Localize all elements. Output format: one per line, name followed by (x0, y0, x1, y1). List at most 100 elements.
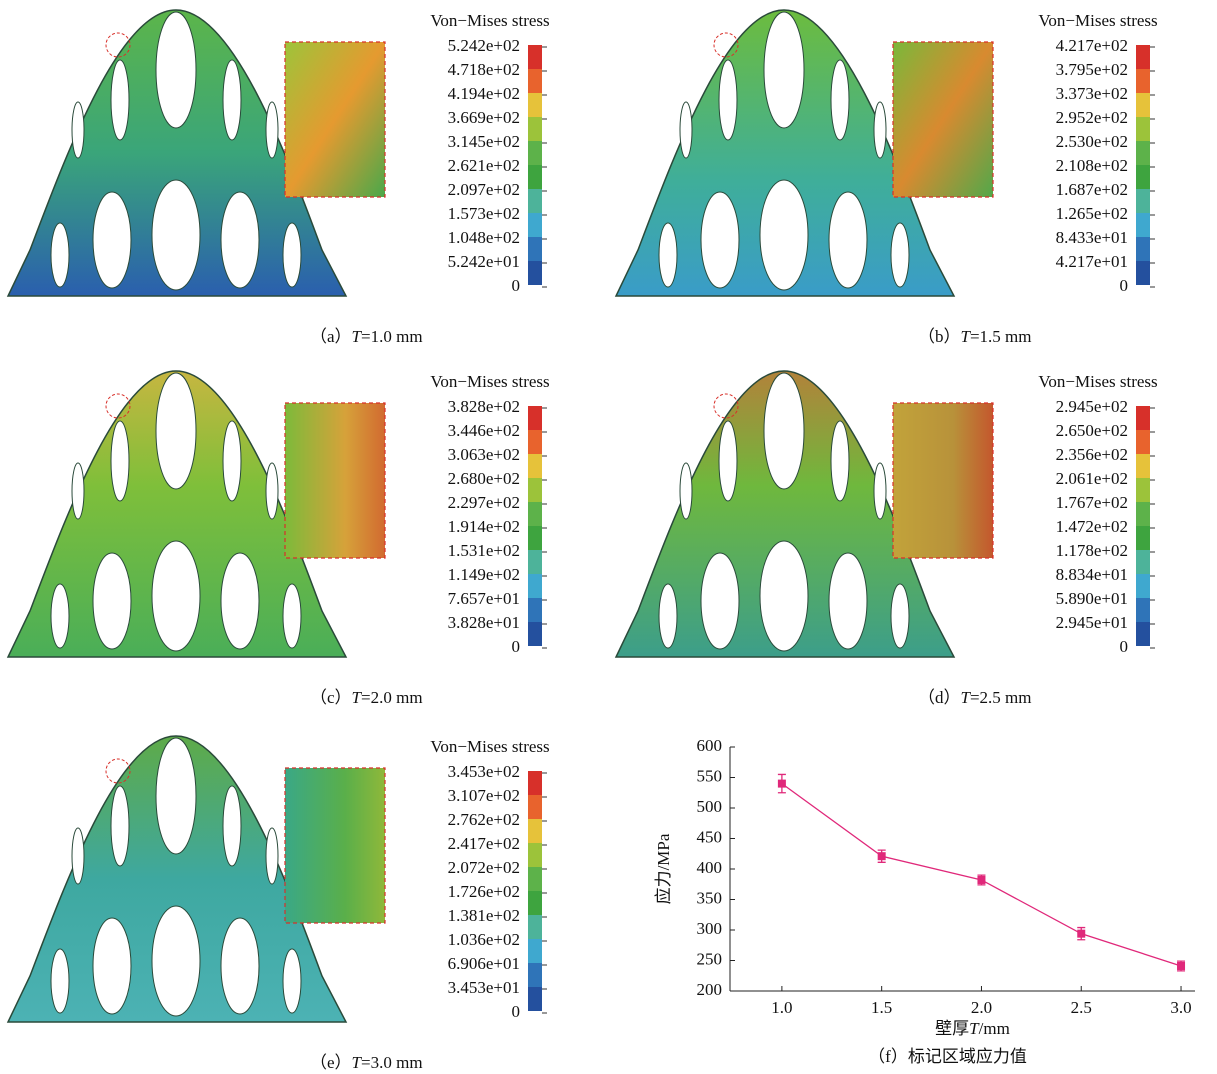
chart-caption: （f）标记区域应力值 (868, 1047, 1027, 1066)
legend-tick-label: 1.265e+02 (1056, 204, 1128, 223)
zoom-inset (893, 403, 993, 558)
legend-tick-label: 7.657e+01 (448, 589, 520, 608)
fea-model (8, 736, 385, 1022)
colorbar-segment (1136, 93, 1150, 117)
y-tick-label: 600 (697, 736, 723, 755)
legend-tick-label: 3.669e+02 (448, 108, 520, 127)
colorbar-segment (1136, 478, 1150, 502)
colorbar-segment (528, 915, 542, 939)
legend-tick-label: 2.530e+02 (1056, 132, 1128, 151)
model-hole (156, 373, 196, 489)
legend-tick-label: 5.242e+01 (448, 252, 520, 271)
y-tick-label: 500 (697, 797, 723, 816)
zoom-inset (285, 42, 385, 197)
colorbar-segment (528, 987, 542, 1011)
x-tick-label: 1.5 (871, 998, 892, 1017)
colorbar-segment (1136, 117, 1150, 141)
panel: Von−Mises stress5.242e+024.718e+024.194e… (8, 10, 550, 346)
legend-tick-label: 3.828e+02 (448, 397, 520, 416)
legend-tick-label: 2.945e+01 (1056, 613, 1128, 632)
y-tick-label: 550 (697, 766, 723, 785)
y-tick-label: 250 (697, 949, 723, 968)
colorbar-segment (528, 213, 542, 237)
legend-tick-label: 1.531e+02 (448, 541, 520, 560)
model-hole (701, 192, 739, 288)
caption-part: （d） (918, 688, 961, 707)
model-hole (221, 192, 259, 288)
legend-tick-label: 1.381e+02 (448, 906, 520, 925)
model-hole (221, 553, 259, 649)
model-hole (72, 102, 84, 158)
y-tick-label: 350 (697, 888, 723, 907)
legend-tick-label: 8.834e+01 (1056, 565, 1128, 584)
legend-tick-label: 1.149e+02 (448, 565, 520, 584)
colorbar-segment (528, 526, 542, 550)
model-hole (680, 102, 692, 158)
legend-tick-label: 0 (1120, 276, 1129, 295)
colorbar-segment (528, 261, 542, 285)
colorbar-segment (1136, 141, 1150, 165)
model-hole (659, 223, 677, 287)
caption-part: （b） (918, 327, 961, 346)
colorbar-segment (528, 771, 542, 795)
legend-tick-label: 3.107e+02 (448, 786, 520, 805)
colorbar-segment (1136, 598, 1150, 622)
colorbar-segment (1136, 45, 1150, 69)
model-hole (266, 102, 278, 158)
caption-part: =1.0 mm (361, 327, 423, 346)
colorbar-segment (528, 598, 542, 622)
model-hole (111, 786, 129, 866)
legend-tick-label: 5.242e+02 (448, 36, 520, 55)
model-hole (93, 553, 131, 649)
legend-tick-label: 1.687e+02 (1056, 180, 1128, 199)
legend-tick-label: 4.718e+02 (448, 60, 520, 79)
zoom-inset (893, 42, 993, 197)
caption-part: =2.0 mm (361, 688, 423, 707)
colorbar-segment (1136, 406, 1150, 430)
y-tick-label: 450 (697, 827, 723, 846)
colorbar-segment (528, 93, 542, 117)
panel-caption: （a）T=1.0 mm (310, 327, 423, 346)
data-point (878, 852, 886, 860)
y-axis-label: 应力/MPa (654, 833, 673, 904)
colorbar-segment (1136, 261, 1150, 285)
colorbar-segment (528, 819, 542, 843)
data-point (778, 780, 786, 788)
colorbar-segment (1136, 165, 1150, 189)
legend-tick-label: 2.356e+02 (1056, 445, 1128, 464)
colorbar-segment (1136, 69, 1150, 93)
model-hole (266, 828, 278, 884)
colorbar-segment (528, 117, 542, 141)
legend-tick-label: 2.417e+02 (448, 834, 520, 853)
data-point (1077, 930, 1085, 938)
legend-tick-label: 3.063e+02 (448, 445, 520, 464)
model-hole (680, 463, 692, 519)
colorbar-segment (1136, 237, 1150, 261)
legend-tick-label: 2.097e+02 (448, 180, 520, 199)
model-hole (93, 918, 131, 1014)
colorbar-segment (528, 622, 542, 646)
legend-tick-label: 1.726e+02 (448, 882, 520, 901)
colorbar-segment (528, 430, 542, 454)
panel: Von−Mises stress3.828e+023.446e+023.063e… (8, 371, 550, 707)
legend-tick-label: 3.446e+02 (448, 421, 520, 440)
panel-caption: （c）T=2.0 mm (310, 688, 423, 707)
colorbar-segment (528, 237, 542, 261)
legend-tick-label: 1.472e+02 (1056, 517, 1128, 536)
legend-tick-label: 2.762e+02 (448, 810, 520, 829)
colorbar-segment (528, 867, 542, 891)
colorbar-segment (528, 963, 542, 987)
fea-model (616, 371, 993, 657)
colorbar-segment (1136, 622, 1150, 646)
colorbar-segment (1136, 574, 1150, 598)
colorbar-segment (1136, 502, 1150, 526)
legend-tick-label: 1.048e+02 (448, 228, 520, 247)
caption-part: （a） (310, 327, 352, 346)
caption-part: =3.0 mm (361, 1053, 423, 1072)
panel-caption: （b）T=1.5 mm (918, 327, 1032, 346)
model-hole (831, 421, 849, 501)
caption-part: （c） (310, 688, 352, 707)
legend-tick-label: 2.952e+02 (1056, 108, 1128, 127)
model-hole (223, 421, 241, 501)
legend-tick-label: 6.906e+01 (448, 954, 520, 973)
